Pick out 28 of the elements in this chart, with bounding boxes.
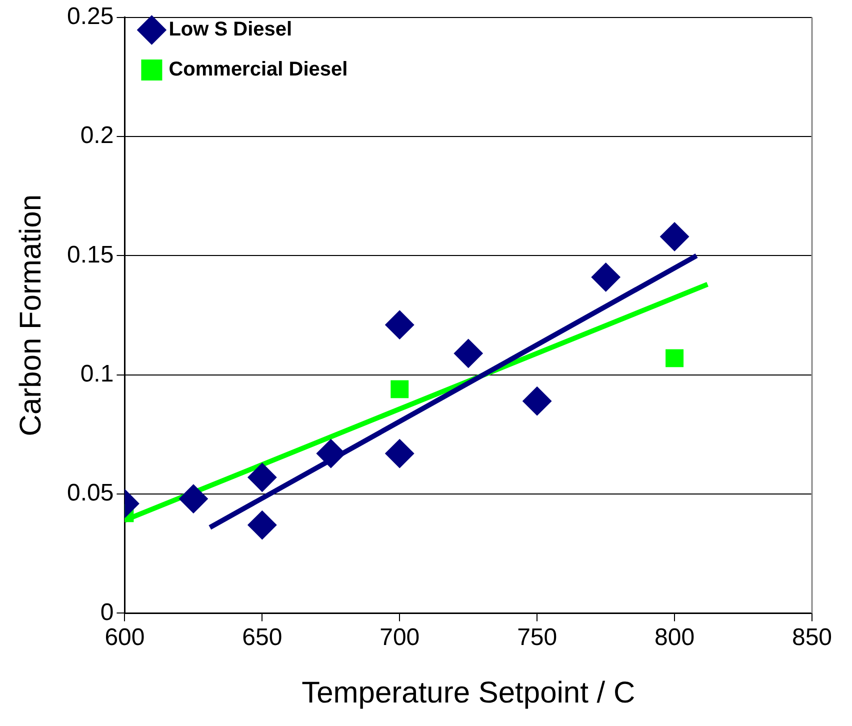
y-tick-label: 0	[100, 598, 114, 626]
y-tick-label: 0.25	[66, 3, 114, 30]
point	[454, 338, 483, 368]
legend-label: Commercial Diesel	[168, 58, 348, 81]
x-tick-label: 650	[242, 624, 282, 652]
point	[385, 439, 414, 468]
point	[248, 510, 277, 540]
x-tick-label: 600	[104, 624, 145, 652]
point	[248, 462, 277, 492]
point	[178, 484, 208, 514]
point	[660, 222, 690, 252]
x-tick-label: 800	[654, 624, 695, 652]
point	[385, 310, 414, 340]
x-axis-title: Temperature Setpoint / C	[302, 676, 636, 710]
y-tick-label: 0.15	[66, 241, 114, 268]
point	[666, 349, 684, 368]
y-tick-label: 0.1	[80, 360, 114, 388]
y-tick-label: 0.2	[80, 122, 114, 150]
legend-label: Low S Diesel	[168, 18, 292, 41]
x-tick-label: 850	[792, 624, 832, 652]
y-tick-label: 0.05	[66, 480, 114, 507]
point	[390, 380, 409, 398]
y-axis-title: Carbon Formation	[14, 194, 48, 436]
point	[522, 386, 552, 416]
x-tick-label: 700	[380, 624, 420, 652]
point	[591, 262, 620, 292]
point	[316, 439, 346, 468]
x-tick-label: 750	[517, 624, 558, 652]
